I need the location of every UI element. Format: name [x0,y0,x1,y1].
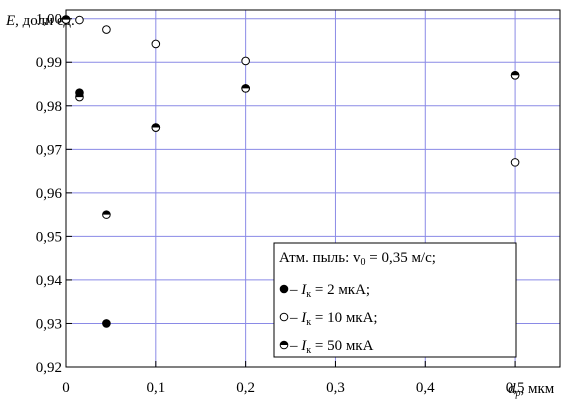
point-half [102,210,111,219]
legend-text: = 2 мкА; [311,282,370,298]
point-open [510,158,520,167]
legend-title-main: Атм. пыль: v [279,250,361,266]
legend-title-sub: 0 [360,257,365,268]
x-tick-label: 0,3 [326,380,345,396]
legend-var: I [300,310,307,326]
data-points [61,15,520,328]
legend-var: I [300,282,307,298]
legend: Атм. пыль: v0 = 0,35 м/с; – Iк = 2 мкА; … [273,242,517,358]
x-tick-label: 0,2 [236,380,255,396]
legend-sub: к [306,289,311,300]
legend-sub: к [306,317,311,328]
legend-sub: к [306,345,311,356]
y-tick-label: 0,99 [36,55,62,71]
point-open [151,39,161,49]
y-axis-label: E, доли ед. [5,13,75,29]
legend-text: = 50 мкА [311,338,373,354]
point-open [75,15,84,25]
y-tick-label: 0,95 [36,229,62,245]
legend-entry-half: – Iк = 50 мкА [279,338,374,356]
x-tick-label: 0 [62,380,70,396]
legend-entry-label: – Iк = 50 мкА [289,338,374,356]
x-tick-labels: 0 0,1 0,2 0,3 0,4 0,5 [62,380,524,396]
y-tick-label: 0,98 [36,99,62,115]
legend-marker-half [279,340,289,350]
point-half [75,92,84,102]
x-tick-label: 0,5 [506,380,525,396]
legend-dash: – [289,282,301,298]
legend-text: = 10 мкА; [311,310,378,326]
point-half [510,71,520,80]
y-tick-label: 1,00 [36,12,62,28]
point-filled [102,319,111,328]
legend-marker-open [279,312,289,322]
legend-entry-filled: – Iк = 2 мкА; [279,282,370,300]
legend-entry-open: – Iк = 10 мкА; [279,310,378,328]
y-tick-label: 0,92 [36,360,62,376]
point-half [61,15,71,24]
y-tick-label: 0,96 [36,186,63,202]
legend-title-rest: = 0,35 м/с; [365,250,435,266]
plot-frame [65,9,561,368]
x-tick-label: 0,4 [416,380,435,396]
legend-title: Атм. пыль: v0 = 0,35 м/с; [279,250,436,268]
x-axis-label-var: d [508,381,516,397]
x-axis-label-rest: , мкм [521,381,555,397]
point-half [151,123,161,132]
legend-marker-filled [279,284,289,294]
legend-var: I [300,338,307,354]
legend-dash: – [289,338,301,354]
point-half [241,84,250,93]
x-axis-label: dp, мкм [508,381,555,399]
legend-entry-label: – Iк = 10 мкА; [289,310,378,328]
y-tick-label: 0,97 [36,142,63,158]
y-tick-labels: 1,00 0,99 0,98 0,97 0,96 0,95 0,94 0,93 0,92 [36,12,63,376]
y-axis-label-var: E [5,13,15,29]
y-tick-label: 0,93 [36,316,62,332]
x-axis-label-sub: p [515,388,521,399]
y-tick-label: 0,94 [36,273,63,289]
point-open [241,56,250,66]
legend-dash: – [289,310,301,326]
y-axis-label-rest: , доли ед. [15,13,75,29]
legend-box [273,242,517,358]
point-open [102,25,111,34]
x-tick-label: 0,1 [146,380,165,396]
legend-entry-label: – Iк = 2 мкА; [289,282,370,300]
